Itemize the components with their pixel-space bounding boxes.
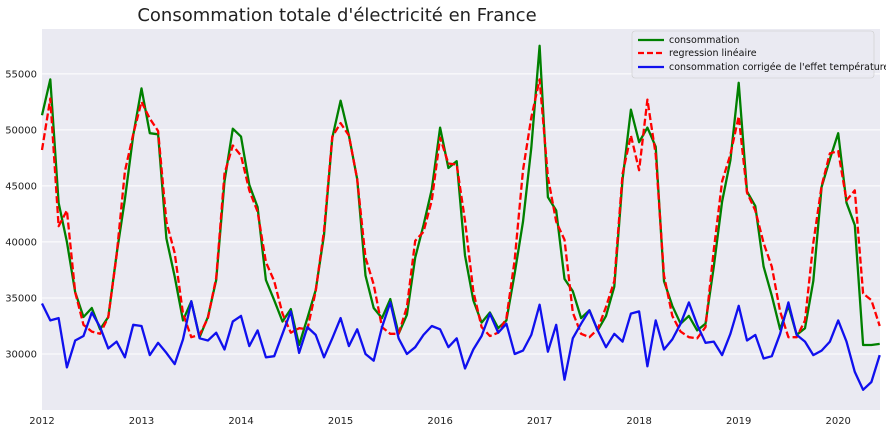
y-tick-label: 40000 xyxy=(5,237,37,248)
y-tick-label: 50000 xyxy=(5,125,37,136)
series-line-regression-lineaire xyxy=(40,78,881,340)
x-tick-label: 2014 xyxy=(228,416,253,427)
x-tick-label: 2015 xyxy=(328,416,353,427)
x-tick-label: 2012 xyxy=(29,416,54,427)
chart-title: Consommation totale d'électricité en Fra… xyxy=(137,5,536,26)
x-tick-label: 2018 xyxy=(626,416,651,427)
y-axis-ticks: 30000 35000 40000 45000 50000 55000 xyxy=(5,69,37,360)
legend-box xyxy=(631,30,875,79)
x-tick-label: 2017 xyxy=(527,416,552,427)
legend-label-corrected: consommation corrigée de l'effet tempéra… xyxy=(669,62,886,73)
x-axis-ticks: 2012 2013 2014 2015 2016 2017 2018 2019 2020 xyxy=(29,416,851,427)
x-tick-label: 2013 xyxy=(129,416,154,427)
series-line-consommation xyxy=(40,44,880,347)
legend: consommation regression linéaire consomm… xyxy=(631,30,886,79)
x-tick-label: 2019 xyxy=(726,416,751,427)
legend-label-consommation: consommation xyxy=(669,35,739,46)
series-layer xyxy=(40,44,881,391)
x-tick-label: 2016 xyxy=(427,416,452,427)
x-tick-label: 2020 xyxy=(825,416,850,427)
y-tick-label: 55000 xyxy=(5,69,37,80)
series-line-consommation-corrigee xyxy=(40,300,881,391)
y-tick-label: 45000 xyxy=(5,181,37,192)
y-tick-label: 35000 xyxy=(5,293,37,304)
legend-label-regression: regression linéaire xyxy=(669,48,757,59)
y-tick-label: 30000 xyxy=(5,349,37,360)
